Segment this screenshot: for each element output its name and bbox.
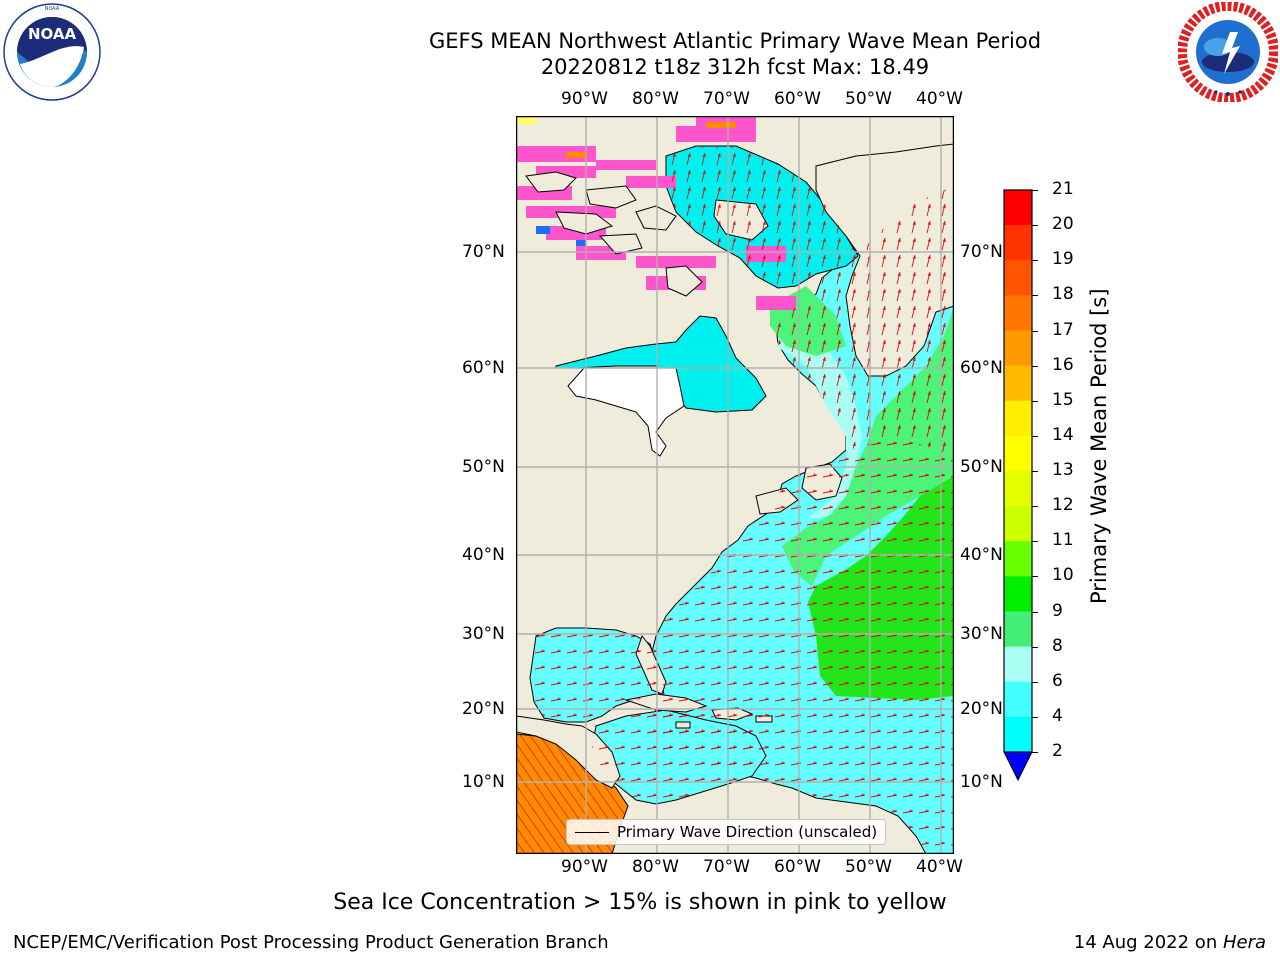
lat-label-right-20n: 20°N: [960, 699, 1003, 719]
colorbar-tick-mark: [1032, 576, 1038, 578]
lat-label-left-10n: 10°N: [462, 772, 505, 792]
lon-label-bottom-50w: 50°W: [845, 857, 892, 877]
lat-label-right-70n: 70°N: [960, 242, 1003, 262]
colorbar-segment: [1004, 681, 1032, 718]
lon-label-top-60w: 60°W: [774, 89, 821, 109]
colorbar-segment: [1004, 330, 1032, 367]
colorbar-label: Primary Wave Mean Period [s]: [1087, 288, 1111, 604]
lon-label-top-70w: 70°W: [703, 89, 750, 109]
colorbar-segment: [1004, 716, 1032, 753]
legend-label: Primary Wave Direction (unscaled): [617, 823, 878, 841]
map-gridlines: [516, 116, 954, 854]
lat-label-left-60n: 60°N: [462, 358, 505, 378]
colorbar-tick-label: 19: [1052, 249, 1074, 270]
colorbar-tick-mark: [1032, 646, 1038, 648]
colorbar-segment: [1004, 190, 1032, 226]
colorbar-tick-label: 9: [1052, 600, 1063, 621]
credit-host: Hera: [1222, 932, 1266, 953]
colorbar: [1003, 189, 1033, 782]
noaa-logo-text: NOAA: [28, 25, 77, 43]
colorbar-segment: [1004, 576, 1032, 612]
lat-label-left-20n: 20°N: [462, 699, 505, 719]
lon-label-top-80w: 80°W: [632, 89, 679, 109]
lat-label-right-10n: 10°N: [960, 772, 1003, 792]
colorbar-tick-label: 16: [1052, 354, 1074, 375]
colorbar-tick-mark: [1032, 190, 1038, 191]
colorbar-segment: [1004, 260, 1032, 296]
colorbar-tick-mark: [1032, 681, 1038, 683]
lon-label-bottom-40w: 40°W: [916, 857, 963, 877]
colorbar-tick-label: 10: [1052, 565, 1074, 586]
credit-left: NCEP/EMC/Verification Post Processing Pr…: [13, 932, 609, 953]
lon-label-top-50w: 50°W: [845, 89, 892, 109]
colorbar-tick-mark: [1032, 260, 1038, 262]
colorbar-extend-arrow: [1003, 751, 1033, 782]
colorbar-segment: [1004, 506, 1032, 542]
lon-label-bottom-60w: 60°W: [774, 857, 821, 877]
lat-label-right-30n: 30°N: [960, 624, 1003, 644]
noaa-logo-icon: NOAA NOAA: [3, 3, 101, 101]
credit-right: 14 Aug 2022 on Hera: [1074, 932, 1266, 953]
colorbar-tick-mark: [1032, 225, 1038, 227]
nws-logo-icon: [1178, 2, 1278, 102]
colorbar-tick-mark: [1032, 400, 1038, 402]
colorbar-segment: [1004, 295, 1032, 331]
credit-date: 14 Aug 2022 on: [1073, 932, 1223, 953]
colorbar-tick-label: 21: [1052, 179, 1074, 199]
colorbar-tick-label: 12: [1052, 495, 1074, 516]
lat-label-left-30n: 30°N: [462, 624, 505, 644]
colorbar-segment: [1004, 471, 1032, 507]
colorbar-segment: [1004, 435, 1032, 472]
colorbar-tick-label: 20: [1052, 214, 1074, 235]
wave-period-map: [516, 116, 954, 854]
lat-label-right-40n: 40°N: [960, 545, 1003, 565]
lon-label-top-40w: 40°W: [916, 89, 963, 109]
lat-label-right-50n: 50°N: [960, 457, 1003, 477]
svg-text:NOAA: NOAA: [45, 6, 60, 12]
plot-subtitle: 20220812 t18z 312h fcst Max: 18.49: [540, 55, 930, 79]
lon-label-bottom-80w: 80°W: [632, 857, 679, 877]
colorbar-tick-mark: [1032, 365, 1038, 367]
colorbar-tick-mark: [1032, 506, 1038, 508]
lon-label-top-90w: 90°W: [561, 89, 608, 109]
colorbar-segment: [1004, 541, 1032, 577]
lon-label-bottom-90w: 90°W: [561, 857, 608, 877]
lat-label-left-50n: 50°N: [462, 457, 505, 477]
plot-title: GEFS MEAN Northwest Atlantic Primary Wav…: [428, 29, 1042, 53]
colorbar-tick-label: 6: [1052, 670, 1063, 691]
colorbar-tick-label: 15: [1052, 389, 1074, 410]
colorbar-tick-mark: [1032, 435, 1038, 437]
colorbar-segment: [1004, 365, 1032, 402]
colorbar-tick-mark: [1032, 330, 1038, 332]
colorbar-segment: [1004, 400, 1032, 437]
colorbar-tick-label: 18: [1052, 284, 1074, 305]
colorbar-segment: [1004, 225, 1032, 261]
colorbar-tick-mark: [1032, 716, 1038, 718]
sea-ice-note: Sea Ice Concentration > 15% is shown in …: [333, 890, 947, 915]
colorbar-segment: [1004, 646, 1032, 683]
colorbar-tick-label: 4: [1052, 705, 1063, 726]
legend-line-icon: [575, 832, 609, 833]
colorbar-tick-mark: [1032, 611, 1038, 613]
colorbar-segment: [1004, 611, 1032, 648]
colorbar-tick-label: 13: [1052, 460, 1074, 480]
lon-label-bottom-70w: 70°W: [703, 857, 750, 877]
colorbar-tick-label: 14: [1052, 424, 1074, 445]
colorbar-tick-mark: [1032, 752, 1038, 753]
colorbar-tick-mark: [1032, 541, 1038, 543]
colorbar-tick-label: 2: [1052, 741, 1063, 761]
lat-label-right-60n: 60°N: [960, 358, 1003, 378]
map-legend: Primary Wave Direction (unscaled): [566, 819, 887, 845]
colorbar-tick-label: 17: [1052, 319, 1074, 340]
colorbar-tick-label: 11: [1052, 530, 1074, 551]
colorbar-tick-mark: [1032, 471, 1038, 472]
lat-label-left-40n: 40°N: [462, 545, 505, 565]
lat-label-left-70n: 70°N: [462, 242, 505, 262]
colorbar-tick-label: 8: [1052, 635, 1063, 656]
colorbar-tick-mark: [1032, 295, 1038, 297]
